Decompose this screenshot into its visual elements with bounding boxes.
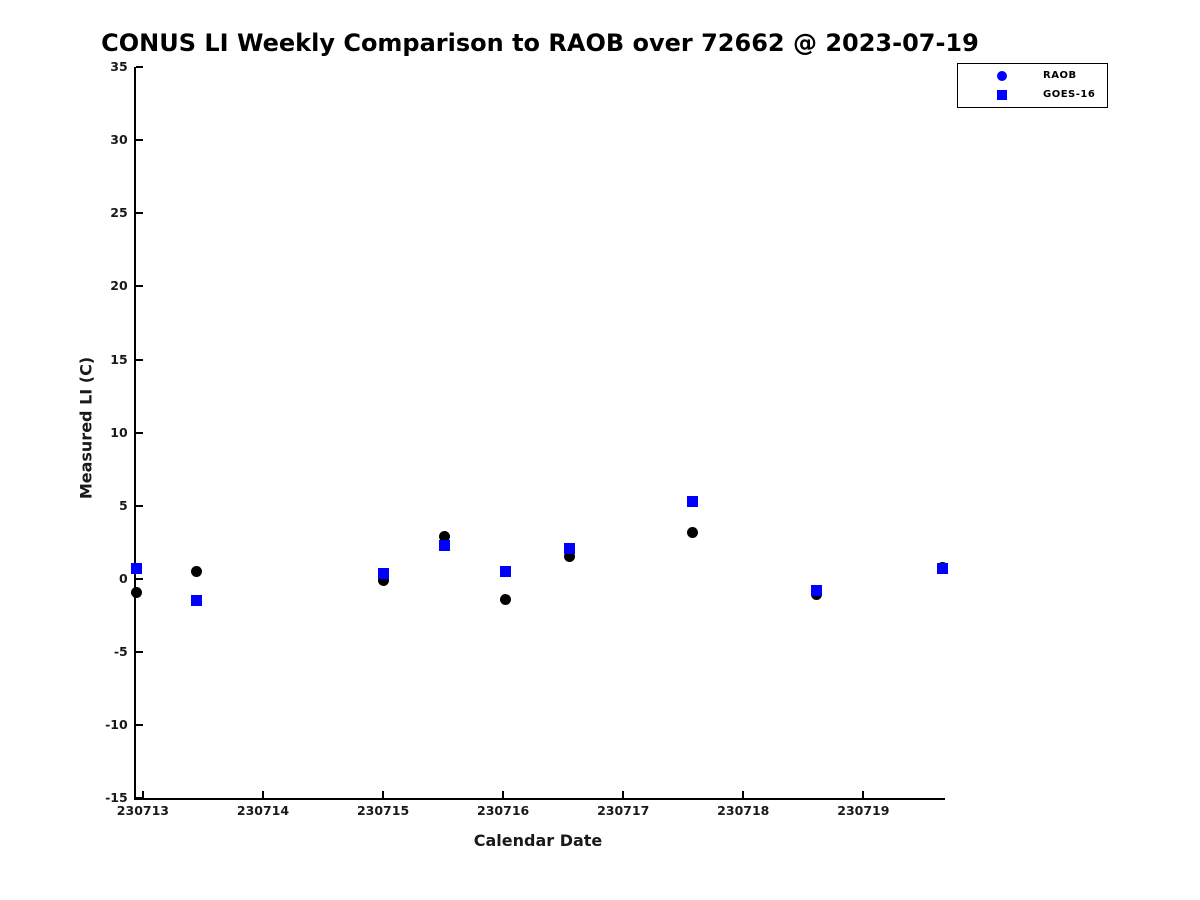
y-tick-mark — [135, 285, 143, 288]
raob-data-marker — [377, 574, 389, 586]
raob-data-marker — [191, 566, 203, 578]
x-tick-mark — [502, 791, 505, 799]
x-tick-mark — [862, 791, 865, 799]
x-tick-mark — [382, 791, 385, 799]
goes16-data-marker — [377, 567, 389, 579]
y-tick-mark — [135, 431, 143, 434]
y-tick-mark — [135, 66, 143, 68]
y-tick-mark — [135, 651, 143, 654]
y-tick-mark — [135, 358, 143, 361]
y-tick-label: -15 — [105, 790, 128, 806]
y-tick-mark — [135, 797, 143, 800]
x-tick-label: 230716 — [477, 803, 530, 819]
goes16-data-marker — [937, 563, 949, 575]
x-tick-label: 230715 — [356, 803, 410, 819]
goes16-data-marker — [563, 542, 575, 554]
goes16-data-marker — [191, 595, 203, 607]
y-tick-label: 35 — [110, 59, 128, 74]
x-axis-label: Calendar Date — [473, 831, 603, 850]
raob-circle-marker-icon — [997, 71, 1007, 81]
raob-data-marker — [131, 586, 143, 598]
goes16-data-marker — [131, 563, 143, 575]
legend-label-raob: RAOB — [1043, 70, 1077, 81]
legend: RAOB GOES-16 — [957, 63, 1108, 108]
y-tick-label: 0 — [119, 570, 128, 586]
raob-data-marker — [687, 526, 699, 538]
y-tick-label: -5 — [113, 644, 128, 660]
y-tick-label: 5 — [119, 497, 128, 513]
y-tick-mark — [135, 577, 143, 580]
y-tick-label: -10 — [105, 717, 128, 733]
goes16-data-marker — [687, 495, 699, 507]
y-tick-label: 25 — [110, 205, 128, 221]
x-tick-label: 230718 — [717, 803, 770, 819]
y-tick-mark — [135, 504, 143, 507]
x-tick-mark — [141, 791, 144, 799]
x-tick-label: 230719 — [837, 803, 890, 819]
x-tick-label: 230713 — [116, 803, 169, 819]
goes16-data-marker — [811, 585, 823, 597]
x-tick-mark — [742, 791, 745, 799]
goes16-data-marker — [500, 566, 512, 578]
x-tick-mark — [622, 791, 625, 799]
raob-data-marker — [563, 551, 575, 563]
x-axis-spine — [133, 798, 945, 801]
legend-label-goes16: GOES-16 — [1043, 89, 1096, 100]
y-tick-label: 10 — [110, 424, 128, 440]
chart-title: CONUS LI Weekly Comparison to RAOB over … — [101, 29, 979, 57]
y-tick-label: 20 — [110, 278, 128, 294]
y-tick-label: 30 — [110, 132, 128, 148]
x-tick-label: 230714 — [236, 803, 290, 819]
goes16-data-marker — [438, 539, 450, 551]
goes16-square-marker-icon — [997, 90, 1007, 100]
raob-data-marker — [438, 530, 450, 542]
y-tick-mark — [135, 139, 143, 142]
raob-data-marker — [500, 593, 512, 605]
x-tick-mark — [261, 791, 264, 799]
y-tick-mark — [135, 724, 143, 727]
x-tick-label: 230717 — [597, 803, 650, 819]
y-axis-spine — [133, 67, 136, 801]
y-tick-mark — [135, 212, 143, 215]
y-tick-label: 15 — [110, 351, 128, 367]
